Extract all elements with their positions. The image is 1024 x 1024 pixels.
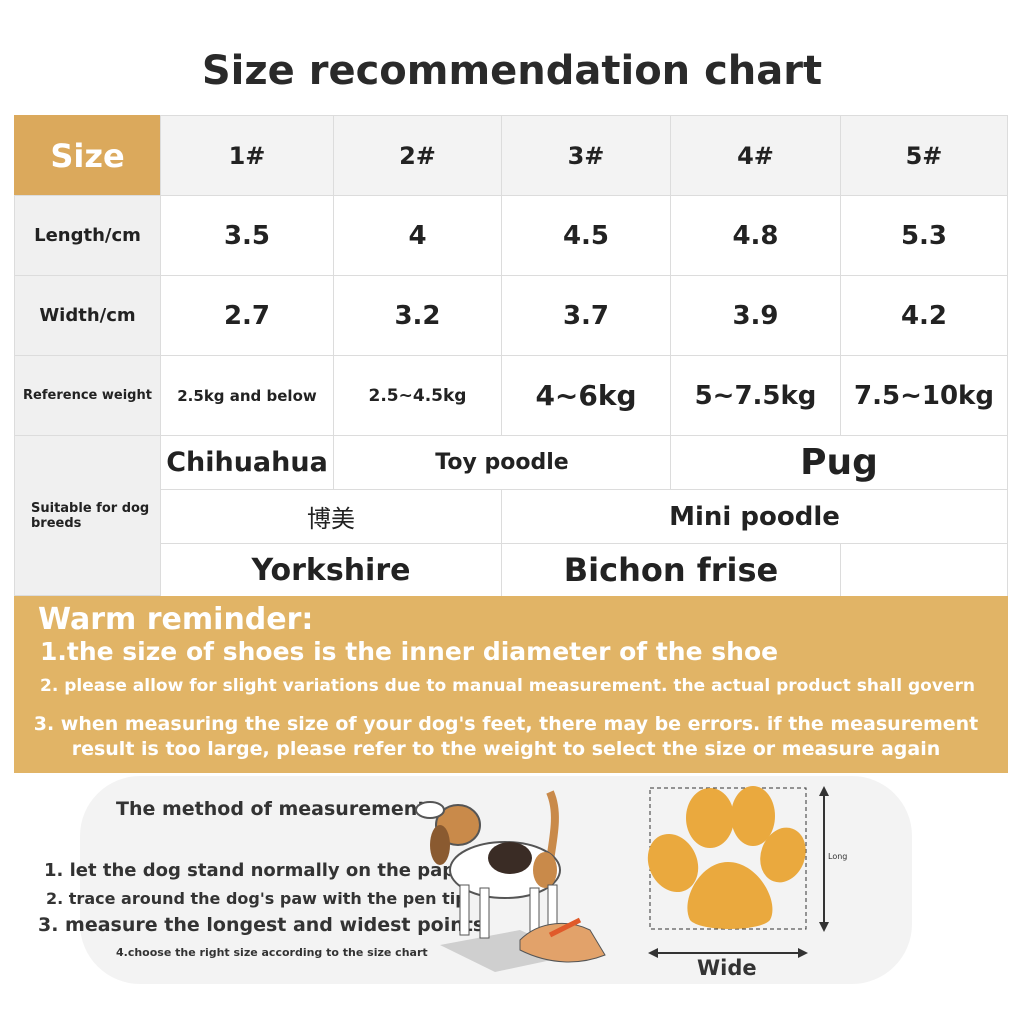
step: 3. measure the longest and widest points	[38, 914, 485, 936]
long-label: Long	[828, 852, 848, 861]
cell: 4.2	[840, 275, 1008, 356]
empty-cell	[840, 543, 1008, 597]
row-label: Width/cm	[14, 275, 161, 356]
reminder-line: 3. when measuring the size of your dog's…	[33, 713, 979, 760]
header-cell: 4#	[670, 115, 841, 196]
header-cell: 5#	[840, 115, 1008, 196]
cell: 2.7	[160, 275, 334, 356]
breed: Mini poodle	[501, 489, 1008, 544]
cell: 4	[333, 195, 502, 276]
wide-label: Wide	[697, 956, 757, 980]
reminder-line: 1.the size of shoes is the inner diamete…	[40, 637, 779, 666]
header-cell: Size	[14, 115, 161, 196]
cell: 3.5	[160, 195, 334, 276]
breed: Pug	[670, 435, 1008, 490]
row-label: Suitable for dog breeds	[14, 435, 161, 596]
row-label: Reference weight	[14, 355, 161, 436]
row-label: Length/cm	[14, 195, 161, 276]
reminder-title: Warm reminder:	[38, 602, 314, 637]
header-cell: 2#	[333, 115, 502, 196]
reminder-line: 2. please allow for slight variations du…	[40, 676, 975, 696]
cell: 7.5~10kg	[840, 355, 1008, 436]
breed: Yorkshire	[160, 543, 502, 597]
step: 2. trace around the dog's paw with the p…	[46, 889, 467, 908]
breed: Toy poodle	[333, 435, 671, 490]
step: 1. let the dog stand normally on the pap…	[44, 860, 477, 881]
cell: 2.5~4.5kg	[333, 355, 502, 436]
header-cell: 1#	[160, 115, 334, 196]
dog-illustration	[415, 790, 606, 972]
breed: Bichon frise	[501, 543, 841, 597]
step: 4.choose the right size according to the…	[116, 946, 428, 959]
cell: 4.5	[501, 195, 671, 276]
paw-diagram	[647, 786, 829, 958]
cell: 4.8	[670, 195, 841, 276]
cell: 3.7	[501, 275, 671, 356]
cell: 5.3	[840, 195, 1008, 276]
breed: Chihuahua	[160, 435, 334, 490]
breed: 博美	[160, 489, 502, 544]
reminder-box	[14, 596, 1008, 773]
title: Size recommendation chart	[201, 48, 823, 94]
cell: 5~7.5kg	[670, 355, 841, 436]
header-cell: 3#	[501, 115, 671, 196]
cell: 4~6kg	[501, 355, 671, 436]
cell: 3.9	[670, 275, 841, 356]
cell: 2.5kg and below	[160, 355, 334, 436]
method-title: The method of measurement	[116, 798, 427, 820]
cell: 3.2	[333, 275, 502, 356]
